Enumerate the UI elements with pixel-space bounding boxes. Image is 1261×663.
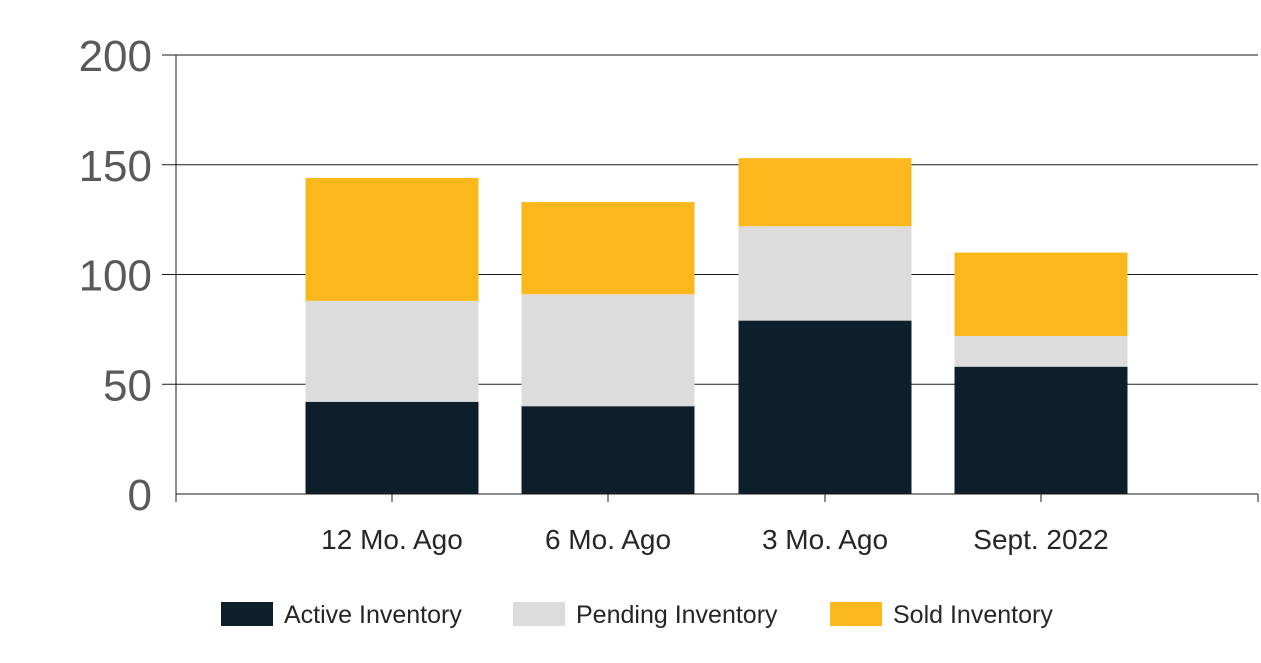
bar-segment-pending-inventory-3	[738, 226, 912, 321]
bar-segment-pending-inventory-1	[305, 300, 479, 402]
legend-swatch	[830, 602, 882, 626]
bar-segment-pending-inventory-4	[954, 335, 1128, 367]
x-tick-label: Sept. 2022	[973, 524, 1108, 555]
bar-segment-sold-inventory-4	[954, 252, 1128, 336]
bar-segment-active-inventory-4	[954, 366, 1128, 494]
bar-segment-active-inventory-3	[738, 320, 912, 494]
legend-label: Active Inventory	[284, 601, 462, 629]
legend-label: Pending Inventory	[576, 601, 778, 629]
bar-segment-sold-inventory-3	[738, 158, 912, 227]
bar-segment-sold-inventory-1	[305, 177, 479, 301]
y-tick-label: 50	[103, 361, 152, 410]
bars	[305, 158, 1128, 494]
bar-segment-active-inventory-1	[305, 401, 479, 494]
legend-label: Sold Inventory	[893, 601, 1053, 629]
bar-segment-active-inventory-2	[521, 406, 695, 494]
y-tick-label: 100	[79, 252, 152, 301]
y-tick-label: 0	[128, 471, 152, 520]
x-tick-label: 12 Mo. Ago	[321, 524, 463, 555]
y-tick-label: 150	[79, 142, 152, 191]
x-tick-label: 6 Mo. Ago	[545, 524, 671, 555]
y-tick-label: 200	[79, 32, 152, 81]
x-tick-label: 3 Mo. Ago	[762, 524, 888, 555]
bar-segment-pending-inventory-2	[521, 294, 695, 407]
legend-swatch	[513, 602, 565, 626]
legend: Active Inventory Pending Inventory Sold In…	[221, 601, 1053, 629]
x-axis: 12 Mo. Ago 6 Mo. Ago 3 Mo. Ago Sept. 2022	[175, 493, 1259, 555]
bar-segment-sold-inventory-2	[521, 202, 695, 295]
y-axis: 0 50 100 150 200	[79, 32, 177, 520]
legend-swatch	[221, 602, 273, 626]
